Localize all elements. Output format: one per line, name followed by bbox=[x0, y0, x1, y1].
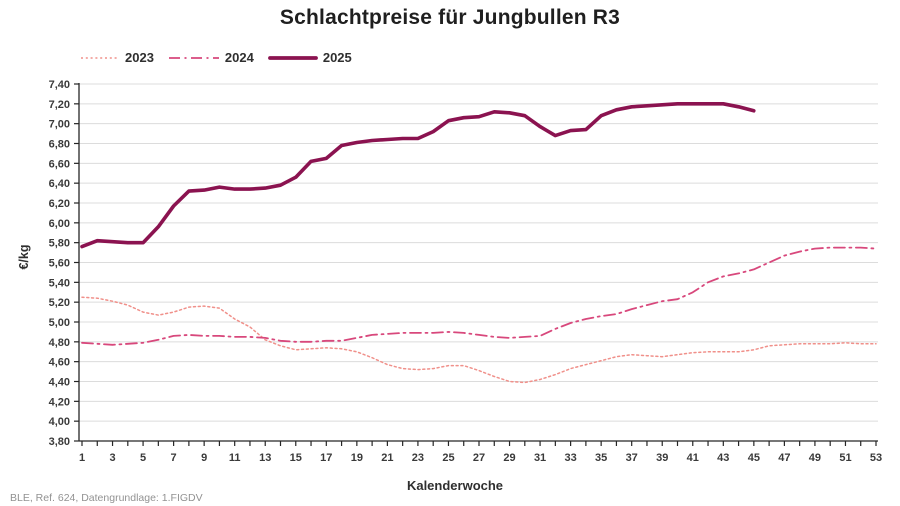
svg-text:3: 3 bbox=[109, 452, 115, 464]
svg-text:7,00: 7,00 bbox=[49, 119, 70, 131]
svg-text:41: 41 bbox=[687, 452, 699, 464]
svg-text:6,00: 6,00 bbox=[49, 218, 70, 230]
svg-text:19: 19 bbox=[351, 452, 363, 464]
legend-item-2024: 2024 bbox=[168, 50, 254, 65]
svg-text:3,80: 3,80 bbox=[49, 436, 70, 448]
svg-text:1: 1 bbox=[79, 452, 85, 464]
svg-text:6,40: 6,40 bbox=[49, 178, 70, 190]
svg-text:4,60: 4,60 bbox=[49, 357, 70, 369]
x-axis-label: Kalenderwoche bbox=[406, 478, 504, 493]
svg-text:5,80: 5,80 bbox=[49, 238, 70, 250]
svg-text:21: 21 bbox=[381, 452, 393, 464]
legend-line-2024-icon bbox=[168, 56, 219, 59]
svg-text:4,80: 4,80 bbox=[49, 337, 70, 349]
svg-text:4,40: 4,40 bbox=[49, 377, 70, 389]
legend-label-2023: 2023 bbox=[125, 50, 154, 65]
svg-text:49: 49 bbox=[809, 452, 821, 464]
svg-text:5,40: 5,40 bbox=[49, 277, 70, 289]
svg-text:35: 35 bbox=[595, 452, 607, 464]
svg-text:7,20: 7,20 bbox=[49, 99, 70, 111]
svg-text:9: 9 bbox=[201, 452, 207, 464]
svg-text:15: 15 bbox=[290, 452, 302, 464]
svg-text:23: 23 bbox=[412, 452, 424, 464]
svg-text:6,20: 6,20 bbox=[49, 198, 70, 210]
svg-text:5,20: 5,20 bbox=[49, 297, 70, 309]
svg-text:37: 37 bbox=[626, 452, 638, 464]
svg-text:5: 5 bbox=[140, 452, 146, 464]
svg-text:27: 27 bbox=[473, 452, 485, 464]
svg-text:5,60: 5,60 bbox=[49, 258, 70, 270]
svg-text:31: 31 bbox=[534, 452, 546, 464]
svg-text:17: 17 bbox=[320, 452, 332, 464]
svg-text:6,80: 6,80 bbox=[49, 139, 70, 151]
tick-marks bbox=[74, 83, 877, 446]
legend-item-2023: 2023 bbox=[80, 50, 154, 65]
svg-text:7: 7 bbox=[171, 452, 177, 464]
svg-text:47: 47 bbox=[778, 452, 790, 464]
svg-text:51: 51 bbox=[839, 452, 851, 464]
svg-text:4,00: 4,00 bbox=[49, 416, 70, 428]
y-axis-label: €/kg bbox=[17, 244, 31, 270]
svg-text:4,20: 4,20 bbox=[49, 396, 70, 408]
source-note: BLE, Ref. 624, Datengrundlage: 1.FIGDV bbox=[10, 492, 203, 504]
data-series-lines bbox=[80, 102, 877, 384]
svg-text:13: 13 bbox=[259, 452, 271, 464]
legend-line-2023-icon bbox=[81, 56, 119, 59]
svg-text:7,40: 7,40 bbox=[49, 79, 70, 91]
svg-text:11: 11 bbox=[229, 452, 241, 464]
legend-label-2025: 2025 bbox=[322, 50, 352, 65]
svg-text:43: 43 bbox=[717, 452, 729, 464]
chart-title: Schlachtpreise für Jungbullen R3 bbox=[279, 6, 621, 29]
legend-label-2024: 2024 bbox=[224, 50, 254, 65]
svg-text:45: 45 bbox=[748, 452, 760, 464]
svg-text:25: 25 bbox=[442, 452, 454, 464]
svg-text:33: 33 bbox=[564, 452, 576, 464]
tick-labels: 7,40 7,20 7,00 6,80 6,60 6,40 6,20 6,00 5,80 5,60… bbox=[49, 79, 883, 464]
svg-text:6,60: 6,60 bbox=[49, 158, 70, 170]
chart-legend: 2023 2024 2025 bbox=[80, 50, 360, 65]
legend-item-2025: 2025 bbox=[267, 50, 352, 65]
svg-text:39: 39 bbox=[656, 452, 668, 464]
svg-text:5,00: 5,00 bbox=[49, 317, 70, 329]
legend-line-2025-icon bbox=[267, 55, 318, 60]
gridlines bbox=[79, 83, 878, 422]
svg-text:53: 53 bbox=[870, 452, 882, 464]
svg-text:29: 29 bbox=[503, 452, 515, 464]
